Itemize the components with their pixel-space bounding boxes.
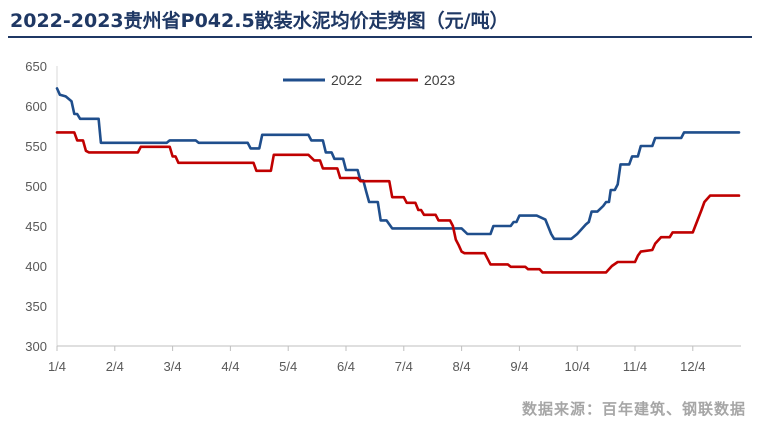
legend: 2022 2023: [283, 72, 455, 88]
x-tick-label: 9/4: [510, 359, 528, 374]
x-tick-label: 3/4: [164, 359, 182, 374]
y-tick-label: 500: [25, 179, 47, 194]
series-line-2023: [55, 131, 741, 274]
title-underline: [8, 36, 752, 38]
legend-label-2023: 2023: [424, 72, 455, 88]
y-axis: 300 350 400 450 500 550 600 650: [25, 59, 58, 354]
legend-label-2022: 2022: [331, 72, 362, 88]
x-tick-label: 6/4: [337, 359, 355, 374]
y-tick-label: 550: [25, 139, 47, 154]
y-tick-label: 400: [25, 259, 47, 274]
y-tick-label: 450: [25, 219, 47, 234]
x-tick-label: 1/4: [48, 359, 66, 374]
x-tick-label: 7/4: [395, 359, 413, 374]
y-tick-label: 600: [25, 99, 47, 114]
x-tick-label: 12/4: [680, 359, 705, 374]
series-layer: [55, 87, 741, 274]
x-tick-label: 8/4: [453, 359, 471, 374]
y-tick-label: 300: [25, 339, 47, 354]
x-tick-label: 5/4: [279, 359, 297, 374]
series-line-2022: [55, 87, 741, 241]
x-tick-label: 2/4: [106, 359, 124, 374]
x-tick-label: 4/4: [221, 359, 239, 374]
x-tick-label: 11/4: [623, 359, 647, 374]
chart-title: 2022-2023贵州省P042.5散装水泥均价走势图（元/吨）: [10, 10, 509, 32]
y-tick-label: 350: [25, 299, 47, 314]
y-tick-label: 650: [25, 59, 47, 74]
x-axis: 1/4 2/4 3/4 4/4 5/4 6/4 7/4 8/4 9/4 10/4 11/4 12/4: [48, 345, 741, 374]
x-tick-label: 10/4: [565, 359, 590, 374]
data-source-note: 数据来源：百年建筑、钢联数据: [521, 400, 746, 418]
